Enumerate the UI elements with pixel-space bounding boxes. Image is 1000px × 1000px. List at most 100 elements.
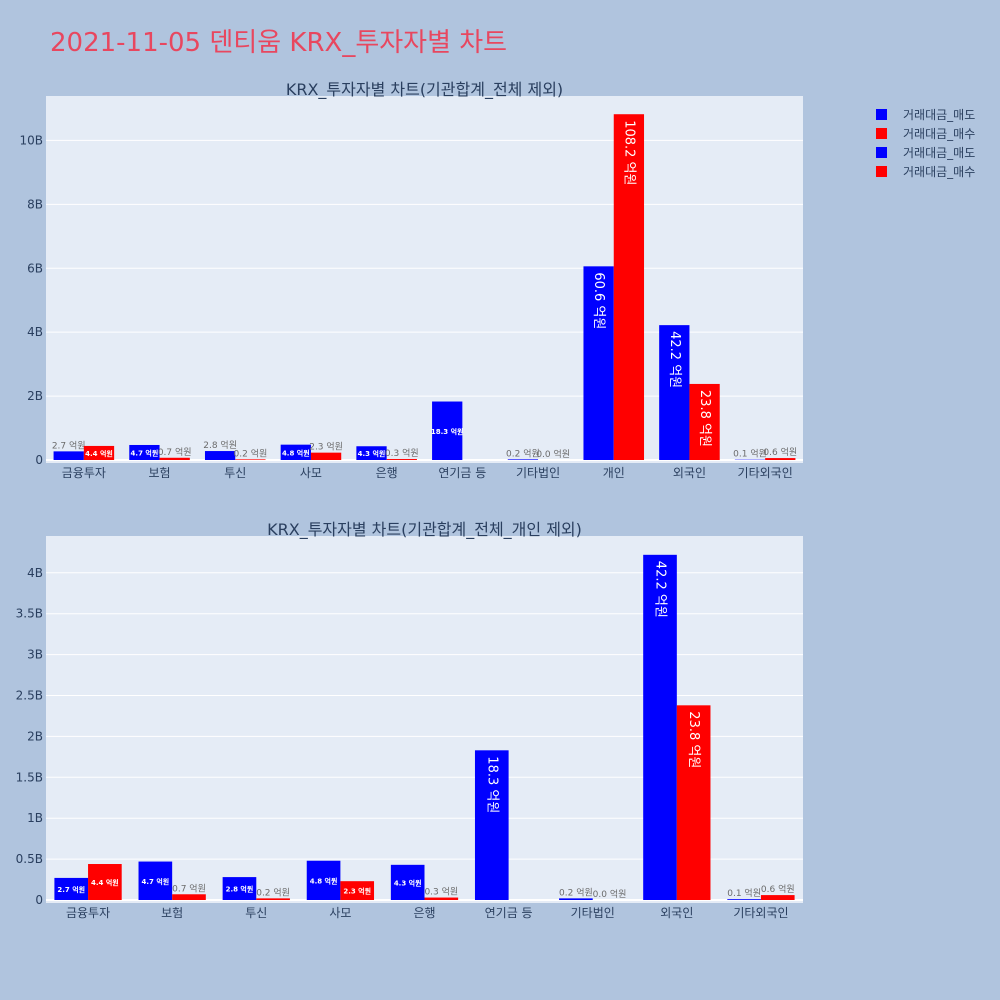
data-label: 4.4 억원 <box>91 878 119 887</box>
y-tick-label: 0.5B <box>16 852 43 866</box>
data-label: 18.3 억원 <box>431 427 464 436</box>
data-label: 4.8 억원 <box>310 876 338 885</box>
y-tick-label: 1B <box>27 811 43 825</box>
bar <box>643 554 677 900</box>
y-tick-label: 1.5B <box>16 770 43 784</box>
bar <box>340 881 375 900</box>
legend-label: 거래대금_매수 <box>903 165 975 179</box>
x-tick-label: 연기금 등 <box>438 466 486 480</box>
x-tick-label: 금융투자 <box>62 466 106 480</box>
y-tick-label: 2B <box>27 389 43 403</box>
bar <box>760 895 795 900</box>
data-label: 2.8 억원 <box>203 439 237 451</box>
legend-swatch <box>876 109 887 120</box>
bar <box>222 877 257 900</box>
data-label: 23.8 억원 <box>697 390 712 447</box>
bar <box>235 459 266 460</box>
bar <box>280 444 311 460</box>
x-tick-label: 보험 <box>149 466 171 480</box>
bar <box>424 897 459 900</box>
bar <box>138 861 173 900</box>
bar <box>507 459 539 460</box>
data-label: 4.7 억원 <box>131 448 159 457</box>
bar <box>256 898 290 900</box>
bar <box>310 452 342 460</box>
x-tick-label: 기타외국인 <box>738 466 793 480</box>
bar <box>306 860 341 900</box>
data-label: 0.7 억원 <box>172 882 206 894</box>
x-tick-label: 외국인 <box>673 466 706 480</box>
data-label: 2.7 억원 <box>57 885 85 894</box>
bar <box>83 445 115 460</box>
legend-swatch <box>876 147 887 158</box>
bar <box>765 458 796 460</box>
bar <box>390 864 425 900</box>
x-tick-label: 외국인 <box>660 906 693 920</box>
data-label: 4.3 억원 <box>358 449 386 458</box>
y-tick-label: 0 <box>35 453 43 467</box>
x-tick-label: 투신 <box>224 466 246 480</box>
data-label: 4.4 억원 <box>85 449 113 458</box>
data-label: 0.7 억원 <box>158 446 192 458</box>
data-label: 2.7 억원 <box>52 439 86 451</box>
x-tick-label: 기타외국인 <box>733 906 788 920</box>
y-tick-label: 0 <box>35 893 43 907</box>
data-label: 18.3 억원 <box>484 756 499 813</box>
data-label: 2.8 억원 <box>226 885 254 894</box>
data-label: 2.3 억원 <box>309 441 343 453</box>
x-tick-label: 은행 <box>413 905 435 920</box>
data-label: 0.3 억원 <box>424 886 458 898</box>
data-label: 0.2 억원 <box>559 886 593 898</box>
bar <box>613 114 645 461</box>
bar <box>54 877 89 900</box>
x-tick-label: 은행 <box>376 465 398 480</box>
data-label: 0.2 억원 <box>506 447 540 459</box>
x-tick-label: 사모 <box>300 466 322 480</box>
bar <box>474 750 509 900</box>
x-tick-label: 투신 <box>245 906 267 920</box>
bar <box>583 266 614 460</box>
subplot-title-2: KRX_투자자별 차트(기관합계_전체_개인 제외) <box>267 520 582 540</box>
y-tick-label: 2B <box>27 729 43 743</box>
data-label: 4.8 억원 <box>282 448 310 457</box>
data-label: 0.0 억원 <box>593 888 627 900</box>
x-tick-label: 사모 <box>329 906 351 920</box>
data-label: 108.2 억원 <box>621 120 636 185</box>
data-label: 0.3 억원 <box>385 447 419 459</box>
y-tick-label: 6B <box>27 261 43 275</box>
y-tick-label: 3.5B <box>16 607 43 621</box>
data-label: 42.2 억원 <box>653 561 668 618</box>
data-label: 0.1 억원 <box>727 887 761 899</box>
bar <box>129 444 160 460</box>
y-tick-label: 2.5B <box>16 689 43 703</box>
subplot-title-1: KRX_투자자별 차트(기관합계_전체 제외) <box>286 80 563 100</box>
x-tick-label: 기타법인 <box>571 906 615 920</box>
data-label: 0.0 억원 <box>536 448 570 460</box>
legend-swatch <box>876 128 887 139</box>
data-label: 0.6 억원 <box>761 883 795 895</box>
bar <box>727 899 761 900</box>
data-label: 2.3 억원 <box>343 887 371 896</box>
y-tick-label: 10B <box>19 133 43 147</box>
data-label: 0.1 억원 <box>733 448 767 460</box>
data-label: 0.6 억원 <box>763 446 797 458</box>
bar <box>559 898 593 900</box>
legend-swatch <box>876 166 887 177</box>
data-label: 4.7 억원 <box>141 877 169 886</box>
x-tick-label: 보험 <box>161 906 183 920</box>
bar <box>53 451 84 460</box>
x-tick-label: 기타법인 <box>516 466 560 480</box>
data-label: 0.2 억원 <box>256 886 290 898</box>
legend-label: 거래대금_매도 <box>903 146 975 160</box>
bar <box>159 457 190 460</box>
data-label: 4.3 억원 <box>394 878 422 887</box>
bar <box>172 894 206 900</box>
x-tick-label: 개인 <box>603 466 625 480</box>
bar <box>659 325 690 460</box>
data-label: 23.8 억원 <box>686 711 701 768</box>
y-tick-label: 3B <box>27 648 43 662</box>
bar <box>689 383 720 460</box>
y-tick-label: 4B <box>27 566 43 580</box>
page-title: 2021-11-05 덴티움 KRX_투자자별 차트 <box>50 28 508 58</box>
